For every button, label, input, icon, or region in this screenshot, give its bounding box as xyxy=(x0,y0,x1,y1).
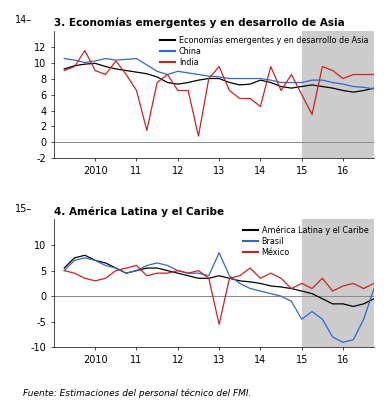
Text: 3. Economías emergentes y en desarrollo de Asia: 3. Economías emergentes y en desarrollo … xyxy=(54,18,345,28)
Bar xyxy=(302,30,374,158)
Text: 4. América Latina y el Caribe: 4. América Latina y el Caribe xyxy=(54,207,224,217)
Legend: Economías emergentes y en desarrollo de Asia, China, India: Economías emergentes y en desarrollo de … xyxy=(159,34,370,69)
Text: 14–: 14– xyxy=(15,15,32,25)
Bar xyxy=(302,220,374,347)
Legend: América Latina y el Caribe, Brasil, México: América Latina y el Caribe, Brasil, Méxi… xyxy=(242,224,370,258)
Text: Fuente: Estimaciones del personal técnico del FMI.: Fuente: Estimaciones del personal técnic… xyxy=(23,388,252,398)
Text: 15–: 15– xyxy=(15,204,32,214)
